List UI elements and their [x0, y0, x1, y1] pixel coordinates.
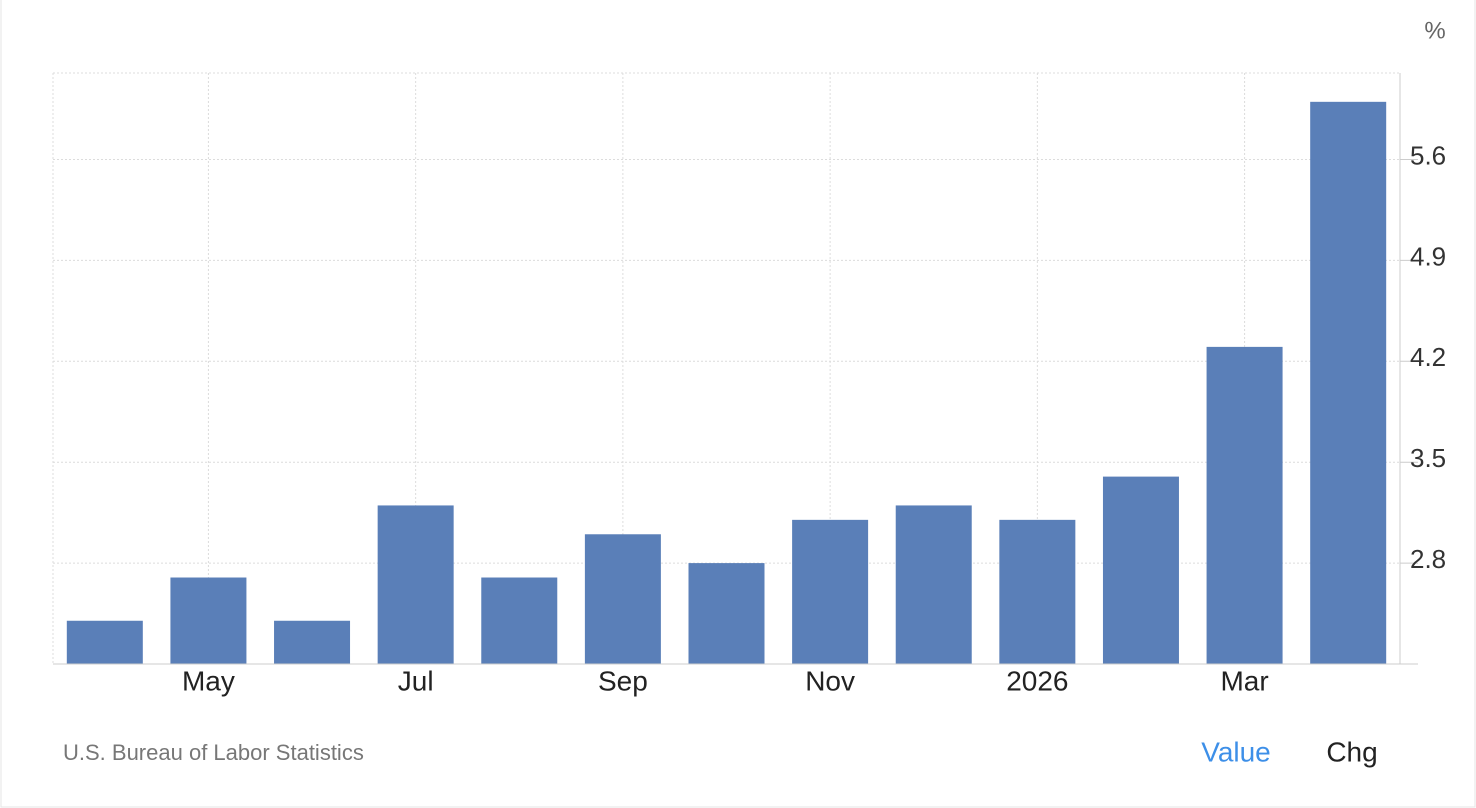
bar	[1206, 346, 1283, 664]
x-tick-label: Nov	[805, 665, 855, 696]
y-tick-label: 3.5	[1410, 443, 1446, 473]
x-tick-label: Jul	[398, 665, 434, 696]
bar	[1102, 476, 1179, 664]
y-tick-label: 2.8	[1410, 544, 1446, 574]
chg-button[interactable]: Chg	[1326, 736, 1377, 767]
bar	[66, 620, 143, 664]
y-tick-label: 5.6	[1410, 140, 1446, 170]
y-tick-label: 4.9	[1410, 241, 1446, 271]
bar	[481, 577, 558, 664]
bar	[274, 620, 351, 664]
source: U.S. Bureau of Labor Statistics	[63, 740, 364, 765]
bar	[584, 534, 661, 664]
bar	[688, 563, 765, 664]
value-button[interactable]: Value	[1201, 736, 1271, 767]
y-tick-label: 4.2	[1410, 342, 1446, 372]
bar	[377, 505, 454, 664]
bar	[170, 577, 247, 664]
x-tick-label: Sep	[598, 665, 648, 696]
bar	[999, 519, 1076, 664]
bar	[895, 505, 972, 664]
x-tick-label: Mar	[1220, 665, 1268, 696]
unit-label: %	[1424, 17, 1445, 44]
bar	[1310, 101, 1387, 664]
bar	[792, 519, 869, 664]
x-tick-label: May	[182, 665, 235, 696]
x-tick-label: 2026	[1006, 665, 1068, 696]
